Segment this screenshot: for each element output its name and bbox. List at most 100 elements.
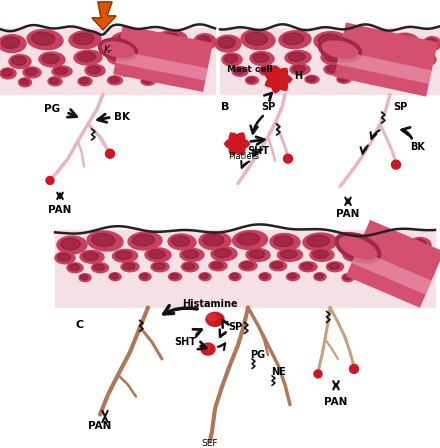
Ellipse shape — [55, 67, 67, 74]
Text: SP: SP — [261, 102, 275, 112]
Ellipse shape — [259, 273, 271, 280]
Ellipse shape — [357, 65, 375, 74]
Ellipse shape — [417, 68, 426, 74]
Ellipse shape — [358, 33, 379, 44]
Ellipse shape — [246, 248, 270, 261]
Text: PG: PG — [44, 104, 60, 114]
Ellipse shape — [270, 233, 300, 250]
Ellipse shape — [377, 251, 389, 259]
Ellipse shape — [420, 54, 436, 65]
Ellipse shape — [260, 274, 268, 279]
Ellipse shape — [27, 30, 63, 50]
Ellipse shape — [74, 50, 102, 65]
Ellipse shape — [214, 249, 231, 258]
Text: B: B — [221, 102, 229, 112]
Text: SHT: SHT — [174, 337, 196, 347]
Ellipse shape — [61, 238, 80, 250]
Ellipse shape — [83, 252, 99, 260]
Text: PAN: PAN — [88, 422, 112, 431]
Ellipse shape — [42, 54, 59, 64]
Ellipse shape — [342, 274, 354, 282]
Ellipse shape — [172, 236, 190, 246]
Ellipse shape — [107, 76, 122, 85]
Ellipse shape — [1, 37, 20, 48]
Ellipse shape — [69, 31, 101, 49]
Ellipse shape — [92, 233, 115, 246]
Ellipse shape — [354, 262, 370, 272]
Ellipse shape — [275, 78, 284, 82]
Ellipse shape — [25, 68, 37, 75]
Ellipse shape — [396, 275, 403, 280]
Ellipse shape — [314, 32, 350, 52]
Ellipse shape — [356, 263, 367, 270]
Ellipse shape — [343, 248, 365, 261]
Polygon shape — [220, 28, 440, 94]
Text: BK: BK — [114, 112, 130, 122]
Ellipse shape — [12, 56, 26, 65]
Ellipse shape — [422, 55, 433, 63]
Ellipse shape — [168, 234, 196, 250]
Polygon shape — [55, 230, 435, 307]
Ellipse shape — [57, 236, 87, 254]
Ellipse shape — [321, 50, 349, 65]
Ellipse shape — [423, 37, 440, 51]
Ellipse shape — [388, 65, 404, 75]
Ellipse shape — [52, 66, 72, 77]
Ellipse shape — [261, 66, 273, 73]
Ellipse shape — [394, 54, 408, 62]
Ellipse shape — [209, 261, 227, 271]
Ellipse shape — [301, 263, 313, 270]
Ellipse shape — [183, 52, 207, 66]
Ellipse shape — [246, 76, 259, 84]
Ellipse shape — [186, 54, 202, 63]
Ellipse shape — [50, 78, 59, 84]
Ellipse shape — [169, 273, 181, 280]
Ellipse shape — [340, 233, 370, 250]
Ellipse shape — [232, 66, 248, 76]
Ellipse shape — [222, 53, 242, 66]
Text: PG: PG — [250, 350, 266, 360]
Ellipse shape — [203, 234, 224, 246]
Ellipse shape — [80, 78, 89, 84]
Ellipse shape — [247, 78, 256, 82]
Ellipse shape — [102, 42, 134, 57]
Ellipse shape — [283, 33, 304, 45]
Ellipse shape — [113, 250, 137, 262]
Ellipse shape — [239, 261, 257, 271]
Ellipse shape — [39, 52, 65, 67]
Ellipse shape — [111, 52, 130, 62]
Ellipse shape — [367, 76, 381, 84]
Ellipse shape — [151, 262, 169, 272]
Ellipse shape — [141, 78, 155, 85]
Ellipse shape — [94, 264, 105, 271]
Ellipse shape — [67, 263, 83, 273]
Text: BK: BK — [411, 142, 425, 152]
Ellipse shape — [346, 250, 360, 258]
Ellipse shape — [245, 32, 268, 45]
Ellipse shape — [139, 273, 151, 280]
Ellipse shape — [344, 275, 351, 280]
Ellipse shape — [207, 314, 217, 321]
Ellipse shape — [199, 273, 211, 280]
Ellipse shape — [183, 250, 198, 258]
Ellipse shape — [0, 34, 26, 52]
Ellipse shape — [319, 37, 362, 62]
Ellipse shape — [197, 36, 211, 46]
Ellipse shape — [58, 254, 70, 261]
Ellipse shape — [358, 51, 382, 64]
Ellipse shape — [88, 66, 100, 73]
Ellipse shape — [325, 52, 343, 62]
Ellipse shape — [85, 65, 105, 76]
Ellipse shape — [48, 77, 62, 86]
Text: SHT: SHT — [247, 146, 269, 156]
Ellipse shape — [314, 273, 326, 280]
Ellipse shape — [153, 65, 171, 75]
Ellipse shape — [390, 67, 400, 73]
Ellipse shape — [305, 75, 319, 83]
Ellipse shape — [288, 274, 297, 279]
Circle shape — [349, 364, 359, 373]
Circle shape — [106, 149, 114, 158]
Ellipse shape — [120, 66, 134, 73]
Ellipse shape — [2, 69, 12, 76]
Ellipse shape — [337, 75, 351, 83]
